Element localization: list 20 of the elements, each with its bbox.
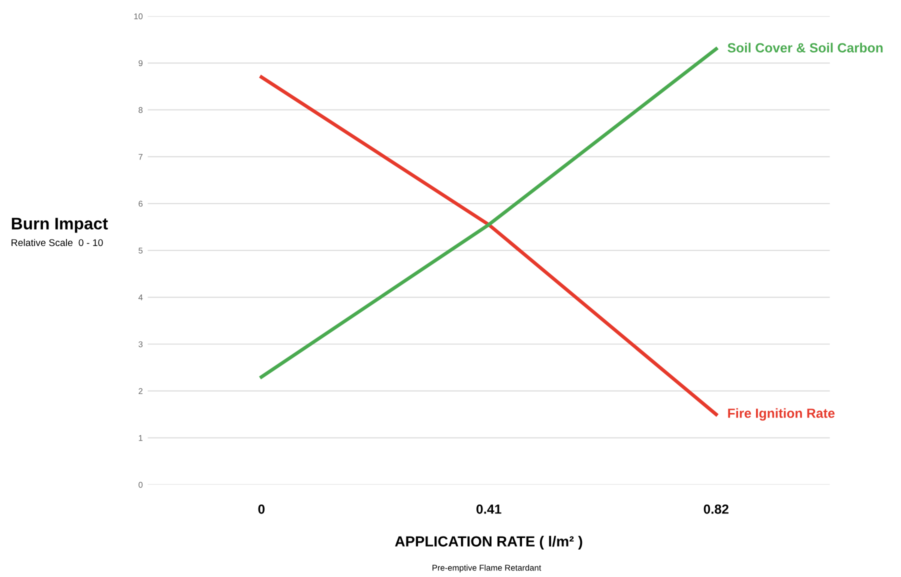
series-label: Soil Cover & Soil Carbon bbox=[728, 42, 883, 52]
y-tick-label: 6 bbox=[138, 200, 143, 207]
y-tick-label: 9 bbox=[138, 60, 143, 66]
x-axis-title: APPLICATION RATE ( l/m² ) bbox=[395, 536, 582, 550]
y-tick-label: 5 bbox=[138, 248, 143, 254]
x-tick-label: 0.41 bbox=[476, 504, 502, 514]
y-tick-label: 10 bbox=[134, 13, 143, 20]
y-tick-label: 0 bbox=[138, 482, 143, 488]
y-tick-label: 1 bbox=[138, 435, 142, 441]
series-label: Fire Ignition Rate bbox=[728, 408, 835, 421]
y-tick-label: 2 bbox=[138, 388, 142, 394]
x-tick-label: 0.82 bbox=[704, 504, 728, 514]
y-tick-label: 3 bbox=[138, 341, 143, 348]
text: Relative Scale 0 - 10 bbox=[12, 238, 103, 246]
y-tick-label: 7 bbox=[138, 154, 142, 160]
y-tick-label: 8 bbox=[138, 107, 143, 113]
y-tick-label: 4 bbox=[138, 294, 143, 300]
y-axis-title: Burn Impact bbox=[12, 218, 108, 233]
text: Pre-emptive Flame Retardant bbox=[432, 564, 542, 572]
x-tick-label: 0 bbox=[258, 504, 265, 514]
